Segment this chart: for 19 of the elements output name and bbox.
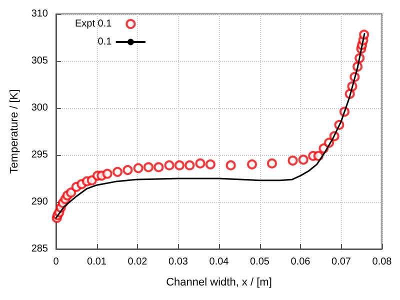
x-tick-label: 0.07 — [332, 256, 352, 268]
y-tick-label: 305 — [31, 56, 48, 66]
y-tick-label: 295 — [31, 150, 48, 160]
x-axis-title: Channel width, x / [m] — [166, 276, 272, 288]
x-tick-label: 0.02 — [128, 256, 148, 268]
y-axis-title: Temperature / [K] — [8, 89, 20, 174]
x-tick-label: 0.08 — [372, 256, 392, 268]
x-tick-label: 0.06 — [290, 256, 311, 268]
y-tick-label: 310 — [31, 8, 48, 20]
y-tick-label: 285 — [31, 244, 48, 254]
y-tick-label: 290 — [31, 196, 48, 208]
legend-label: 0.1 — [98, 36, 112, 48]
x-tick-label: 0 — [53, 256, 60, 268]
x-tick-label: 0.04 — [209, 256, 230, 268]
x-tick-label: 0.01 — [87, 256, 107, 268]
legend-label: Expt 0.1 — [74, 18, 112, 30]
y-tick-label: 300 — [31, 102, 48, 114]
x-tick-label: 0.05 — [250, 256, 270, 268]
x-tick-label: 0.03 — [168, 256, 188, 268]
